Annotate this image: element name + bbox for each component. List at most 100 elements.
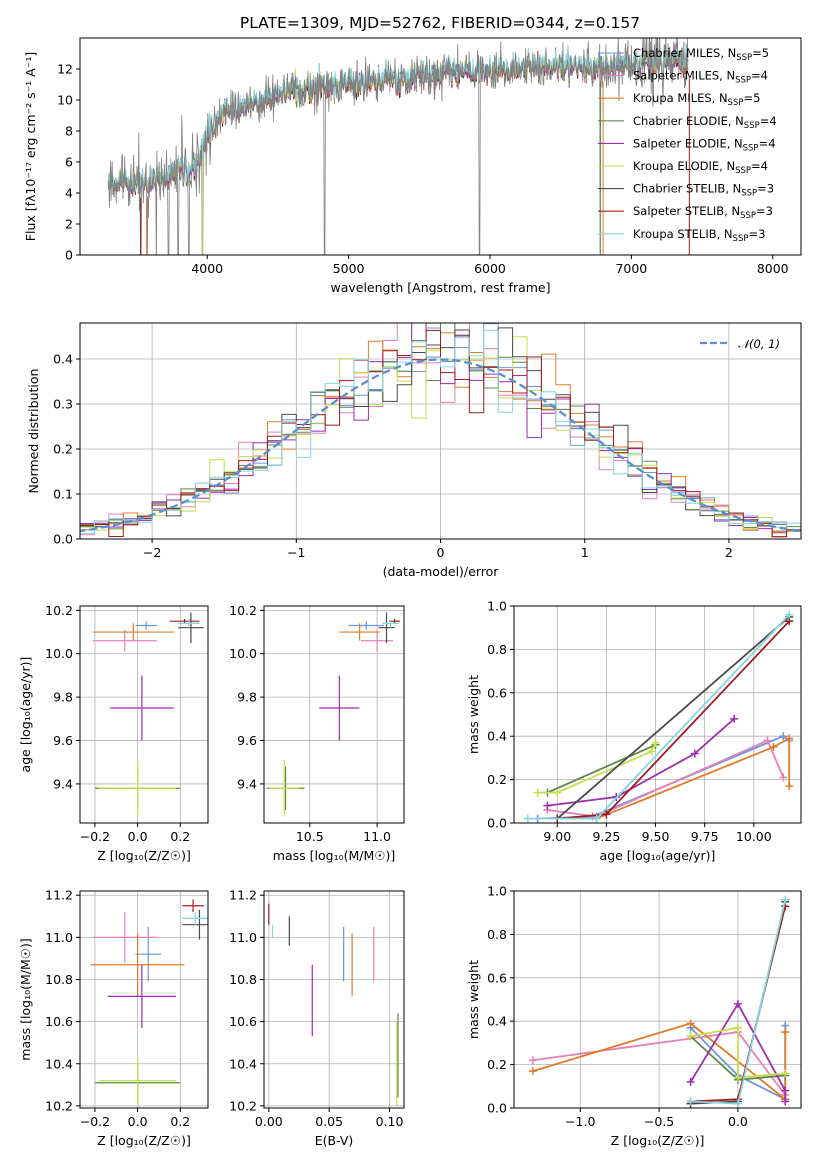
errorbar-s_stelib <box>169 619 200 624</box>
y-tick-label: 0.2 <box>487 772 507 787</box>
x-tick-label: 1 <box>581 545 589 560</box>
y-tick-label: 9.8 <box>237 690 257 705</box>
legend-item: Kroupa ELODIE, NSSP=4 <box>598 159 768 176</box>
legend-item: Kroupa MILES, NSSP=5 <box>598 91 760 108</box>
weight-series-k_stelib <box>686 895 790 1108</box>
axes-frame <box>79 322 802 540</box>
y-tick-label: 10.8 <box>229 972 257 987</box>
weight-line <box>537 742 657 794</box>
legend-item: Salpeter MILES, NSSP=4 <box>598 69 768 86</box>
plot-area <box>90 899 208 1104</box>
y-tick-label: 6 <box>65 155 73 170</box>
errorbar-k_elodie <box>99 1057 176 1104</box>
y-tick-label: 12 <box>57 62 73 77</box>
legend-label: Chabrier ELODIE, NSSP=4 <box>633 114 777 131</box>
x-tick-label: 10.00 <box>736 829 772 844</box>
plot-area <box>107 38 690 255</box>
errorbar-c_stelib <box>378 612 395 643</box>
x-axis-label: Z [log₁₀(Z/Z☉)] <box>97 848 191 863</box>
weight-line <box>690 1026 786 1079</box>
y-tick-label: 10.4 <box>45 1056 73 1071</box>
weight-series-k_elodie <box>686 1023 790 1082</box>
x-axis-label: Z [log₁₀(Z/Z☉)] <box>611 1133 705 1148</box>
x-tick-label: 0.05 <box>315 1114 343 1129</box>
y-tick-label: 0.8 <box>487 642 507 657</box>
legend-label: Kroupa ELODIE, NSSP=4 <box>633 159 768 176</box>
x-tick-label: 7000 <box>615 261 647 276</box>
errorbar-k_miles <box>92 623 174 641</box>
axes-frame <box>263 890 405 1109</box>
plot-area <box>523 610 794 823</box>
panel-age_vs_Z: −0.2 0.0 0.2 9.4 9.6 9.8 10.0 10.2 Z [log₁₀(Z/Z☉… <box>18 603 209 863</box>
panel-weight_vs_age: 9.00 9.25 9.50 9.75 10.00 0.0 0.2 0.4 0.6 0.8 1.0 a… <box>466 599 802 863</box>
y-tick-label: 0.0 <box>53 532 73 547</box>
y-tick-label: 10.0 <box>45 646 73 661</box>
y-tick-label: 9.6 <box>53 733 73 748</box>
y-tick-label: 0.2 <box>487 1057 507 1072</box>
y-tick-label: 11.0 <box>45 930 73 945</box>
errorbar-c_stelib <box>178 612 204 643</box>
x-tick-label: 9.25 <box>592 829 620 844</box>
y-tick-label: 11.2 <box>45 888 73 903</box>
legend-item: Salpeter STELIB, NSSP=3 <box>598 204 773 221</box>
x-tick-label: 4000 <box>191 261 223 276</box>
panel-mass_vs_Z: −0.2 0.0 0.2 10.2 10.4 10.6 10.8 11.0 11.2 Z [log… <box>18 888 209 1148</box>
histogram-legend: 𝒩(0, 1) <box>700 337 780 351</box>
x-tick-label: 6000 <box>474 261 506 276</box>
legend-item: Chabrier ELODIE, NSSP=4 <box>598 114 777 131</box>
y-tick-label: 10.6 <box>229 1014 257 1029</box>
y-tick-label: 10.2 <box>45 603 73 618</box>
y-tick-label: 9.8 <box>53 690 73 705</box>
errorbar-c_miles <box>135 926 162 982</box>
axes-frame <box>263 605 405 824</box>
plot-area <box>266 612 400 817</box>
legend-label: Salpeter ELODIE, NSSP=4 <box>633 136 776 153</box>
weight-line <box>547 718 735 807</box>
y-tick-label: 10.0 <box>229 646 257 661</box>
y-axis-label: Flux [fλ10⁻¹⁷ erg cm⁻² s⁻¹ A⁻¹] <box>23 52 38 241</box>
y-tick-label: 10 <box>57 93 73 108</box>
errorbar-k_miles <box>90 933 185 997</box>
y-axis-label: Normed distribution <box>26 369 41 494</box>
y-tick-label: 2 <box>65 217 73 232</box>
legend-label: 𝒩(0, 1) <box>738 337 780 351</box>
x-axis-label: Z [log₁₀(Z/Z☉)] <box>97 1133 191 1148</box>
legend-label: Kroupa MILES, NSSP=5 <box>633 91 760 108</box>
y-tick-label: 0.8 <box>487 927 507 942</box>
x-tick-label: 0.0 <box>728 1114 748 1129</box>
errorbar-k_elodie <box>99 760 176 817</box>
data-spectrum <box>107 38 689 255</box>
x-axis-label: (data-model)/error <box>383 564 500 579</box>
y-tick-label: 0.3 <box>53 397 73 412</box>
y-tick-label: 10.4 <box>229 1056 257 1071</box>
plot-area <box>528 895 790 1108</box>
weight-series-k_stelib <box>523 610 794 823</box>
x-tick-label: 9.00 <box>543 829 571 844</box>
y-tick-label: 4 <box>65 186 73 201</box>
x-tick-label: 0.0 <box>128 829 148 844</box>
x-tick-label: 2 <box>725 545 733 560</box>
y-tick-label: 1.0 <box>487 599 507 614</box>
errorbar-s_stelib <box>182 899 204 913</box>
y-tick-label: 0.2 <box>53 442 73 457</box>
x-tick-label: 9.50 <box>642 829 670 844</box>
errorbar-k_elodie <box>269 760 299 817</box>
y-tick-label: 9.4 <box>237 776 257 791</box>
y-axis-label: mass [log₁₀(M/M☉)] <box>18 938 33 1060</box>
errorbar-s_elodie <box>109 675 174 741</box>
x-tick-label: −0.5 <box>644 1114 674 1129</box>
x-tick-label: 0.10 <box>376 1114 404 1129</box>
weight-line <box>689 1002 787 1102</box>
errorbar-s_miles <box>360 629 394 652</box>
errorbar-c_miles <box>348 621 384 630</box>
y-tick-label: 10.2 <box>229 603 257 618</box>
gaussian-curve <box>80 358 801 533</box>
panel-residual_histogram: −2 −1 0 1 2 0.0 0.1 0.2 0.3 0.4 (data-model)/error… <box>26 322 802 579</box>
y-tick-label: 0.0 <box>487 1101 507 1116</box>
figure-title: PLATE=1309, MJD=52762, FIBERID=0344, z=0… <box>240 14 640 32</box>
y-tick-label: 10.2 <box>229 1098 257 1113</box>
axes-frame <box>513 605 802 824</box>
y-tick-label: 0.6 <box>487 970 507 985</box>
y-axis-label: mass weight <box>466 960 481 1039</box>
